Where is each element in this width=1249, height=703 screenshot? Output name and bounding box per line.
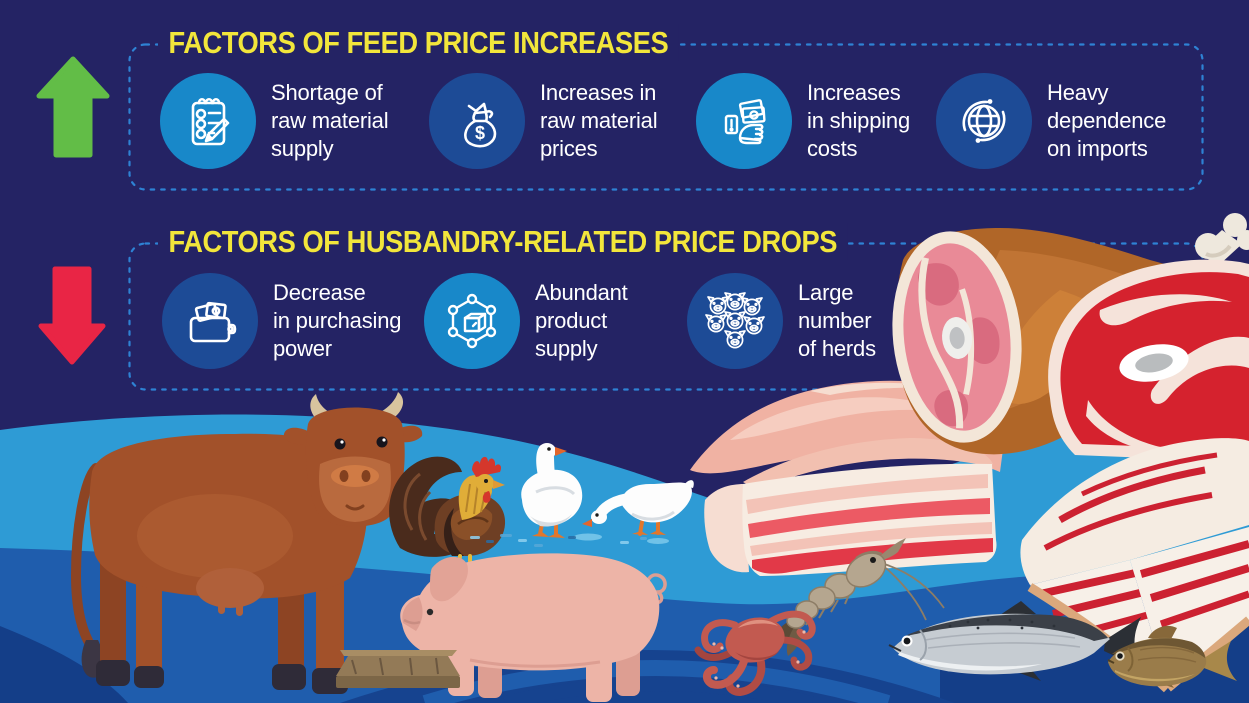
factor-item: Shortage of raw material supply (160, 73, 389, 169)
factor-label: Large number of herds (798, 280, 876, 361)
factor-item: Increases in shipping costs (696, 73, 910, 169)
section-title: FACTORS OF FEED PRICE INCREASES (158, 24, 679, 61)
checklist-icon (160, 73, 256, 169)
factor-item: $ Increases in raw material prices (429, 73, 658, 169)
cash-in-hand-icon (696, 73, 792, 169)
pork-fat-slab-illustration (690, 380, 1006, 474)
bacon-slab-illustration (704, 438, 997, 576)
factor-label: Abundant product supply (535, 280, 628, 361)
salmon-illustration (888, 601, 1143, 681)
factor-item: Large number of herds (687, 273, 876, 369)
water-speckles (470, 534, 647, 547)
wallet-icon (162, 273, 258, 369)
shrimp-illustration (771, 538, 945, 656)
factor-label: Decrease in purchasing power (273, 280, 402, 361)
up-arrow-icon (36, 56, 110, 158)
globe-icon (936, 73, 1032, 169)
factor-item: Decrease in purchasing power (162, 273, 401, 369)
octopus-illustration (694, 610, 816, 697)
section-husbandry-price-drops: FACTORS OF HUSBANDRY-RELATED PRICE DROPS… (128, 223, 1204, 391)
feeding-trough-illustration (336, 650, 460, 688)
dollar-glyph: $ (475, 123, 485, 143)
pig-herd-icon (687, 273, 783, 369)
section-feed-price-increases: FACTORS OF FEED PRICE INCREASES Shortage… (128, 24, 1204, 191)
factor-item: Abundant product supply (424, 273, 628, 369)
carp-illustration (1107, 625, 1237, 688)
factor-label: Heavy dependence on imports (1047, 80, 1167, 161)
down-arrow-icon (38, 266, 106, 365)
pig-illustration (400, 553, 667, 702)
goose-drinking-illustration (574, 480, 694, 544)
factor-label: Shortage of raw material supply (271, 80, 389, 161)
rooster-illustration (389, 456, 506, 580)
cow-illustration (70, 392, 423, 694)
goose-standing-illustration (521, 443, 583, 538)
factor-item: Heavy dependence on imports (936, 73, 1166, 169)
pork-belly-illustration (1020, 438, 1249, 693)
factor-label: Increases in raw material prices (540, 80, 658, 161)
section-title: FACTORS OF HUSBANDRY-RELATED PRICE DROPS (158, 223, 848, 260)
money-bag-icon: $ (429, 73, 525, 169)
factor-label: Increases in shipping costs (807, 80, 910, 161)
product-network-icon (424, 273, 520, 369)
